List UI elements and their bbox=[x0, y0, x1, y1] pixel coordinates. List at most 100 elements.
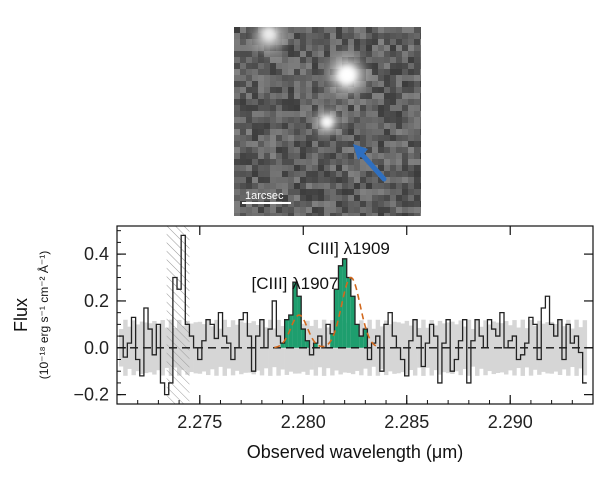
noise-pixel bbox=[288, 63, 294, 69]
noise-pixel bbox=[318, 129, 324, 135]
noise-pixel bbox=[246, 183, 252, 189]
noise-pixel bbox=[408, 129, 414, 135]
noise-pixel bbox=[336, 141, 342, 147]
line-annotation: [CIII] λ1907 bbox=[252, 274, 339, 293]
noise-pixel bbox=[408, 207, 414, 213]
noise-pixel bbox=[390, 195, 396, 201]
noise-pixel bbox=[312, 183, 318, 189]
noise-pixel bbox=[276, 117, 282, 123]
noise-pixel bbox=[402, 33, 408, 39]
noise-band-bin bbox=[243, 322, 248, 373]
noise-pixel bbox=[402, 177, 408, 183]
noise-pixel bbox=[312, 159, 318, 165]
noise-pixel bbox=[372, 39, 378, 45]
noise-pixel bbox=[276, 171, 282, 177]
noise-pixel bbox=[396, 117, 402, 123]
noise-pixel bbox=[252, 81, 258, 87]
noise-pixel bbox=[306, 111, 312, 117]
noise-pixel bbox=[360, 165, 366, 171]
noise-pixel bbox=[390, 147, 396, 153]
noise-pixel bbox=[342, 27, 348, 33]
noise-pixel bbox=[270, 183, 276, 189]
noise-pixel bbox=[312, 201, 318, 207]
noise-pixel bbox=[312, 129, 318, 135]
noise-pixel bbox=[402, 87, 408, 93]
noise-pixel bbox=[402, 207, 408, 213]
noise-pixel bbox=[258, 159, 264, 165]
noise-pixel bbox=[408, 33, 414, 39]
noise-pixel bbox=[258, 69, 264, 75]
noise-pixel bbox=[396, 99, 402, 105]
noise-pixel bbox=[318, 27, 324, 33]
noise-pixel bbox=[318, 183, 324, 189]
noise-pixel bbox=[408, 81, 414, 87]
noise-pixel bbox=[402, 147, 408, 153]
noise-pixel bbox=[300, 123, 306, 129]
noise-pixel bbox=[366, 87, 372, 93]
noise-pixel bbox=[366, 165, 372, 171]
noise-pixel bbox=[360, 81, 366, 87]
noise-pixel bbox=[330, 189, 336, 195]
noise-pixel bbox=[384, 147, 390, 153]
noise-pixel bbox=[324, 63, 330, 69]
noise-pixel bbox=[234, 117, 240, 123]
noise-pixel bbox=[240, 141, 246, 147]
noise-pixel bbox=[324, 171, 330, 177]
noise-pixel bbox=[312, 75, 318, 81]
noise-pixel bbox=[306, 141, 312, 147]
noise-pixel bbox=[414, 63, 420, 69]
noise-pixel bbox=[258, 81, 264, 87]
noise-pixel bbox=[360, 87, 366, 93]
emission-bin bbox=[350, 296, 355, 348]
noise-pixel bbox=[270, 177, 276, 183]
noise-pixel bbox=[348, 183, 354, 189]
noise-pixel bbox=[300, 141, 306, 147]
noise-pixel bbox=[264, 123, 270, 129]
noise-pixel bbox=[408, 195, 414, 201]
noise-pixel bbox=[294, 183, 300, 189]
noise-pixel bbox=[300, 195, 306, 201]
noise-band-bin bbox=[566, 319, 571, 376]
noise-pixel bbox=[306, 99, 312, 105]
noise-pixel bbox=[312, 147, 318, 153]
noise-pixel bbox=[342, 183, 348, 189]
noise-pixel bbox=[300, 153, 306, 159]
noise-pixel bbox=[240, 27, 246, 33]
emission-bin bbox=[363, 329, 368, 348]
noise-pixel bbox=[300, 57, 306, 63]
noise-pixel bbox=[240, 189, 246, 195]
noise-pixel bbox=[390, 165, 396, 171]
noise-pixel bbox=[366, 171, 372, 177]
noise-pixel bbox=[378, 105, 384, 111]
noise-pixel bbox=[306, 69, 312, 75]
noise-pixel bbox=[288, 189, 294, 195]
noise-pixel bbox=[384, 201, 390, 207]
noise-pixel bbox=[414, 213, 420, 216]
noise-pixel bbox=[234, 177, 240, 183]
noise-pixel bbox=[252, 195, 258, 201]
noise-pixel bbox=[312, 81, 318, 87]
noise-pixel bbox=[414, 165, 420, 171]
noise-band-bin bbox=[462, 326, 468, 370]
noise-pixel bbox=[366, 45, 372, 51]
noise-pixel bbox=[234, 129, 240, 135]
noise-pixel bbox=[384, 195, 390, 201]
noise-pixel bbox=[312, 141, 318, 147]
noise-pixel bbox=[294, 147, 300, 153]
noise-pixel bbox=[342, 159, 348, 165]
noise-pixel bbox=[252, 57, 258, 63]
noise-pixel bbox=[348, 39, 354, 45]
noise-pixel bbox=[384, 57, 390, 63]
noise-pixel bbox=[414, 27, 420, 33]
noise-pixel bbox=[294, 105, 300, 111]
noise-pixel bbox=[234, 51, 240, 57]
noise-pixel bbox=[378, 57, 384, 63]
noise-pixel bbox=[288, 147, 294, 153]
noise-pixel bbox=[240, 129, 246, 135]
noise-band-bin bbox=[305, 320, 310, 375]
noise-pixel bbox=[354, 45, 360, 51]
noise-pixel bbox=[276, 81, 282, 87]
noise-pixel bbox=[246, 87, 252, 93]
noise-pixel bbox=[276, 153, 282, 159]
noise-pixel bbox=[240, 99, 246, 105]
